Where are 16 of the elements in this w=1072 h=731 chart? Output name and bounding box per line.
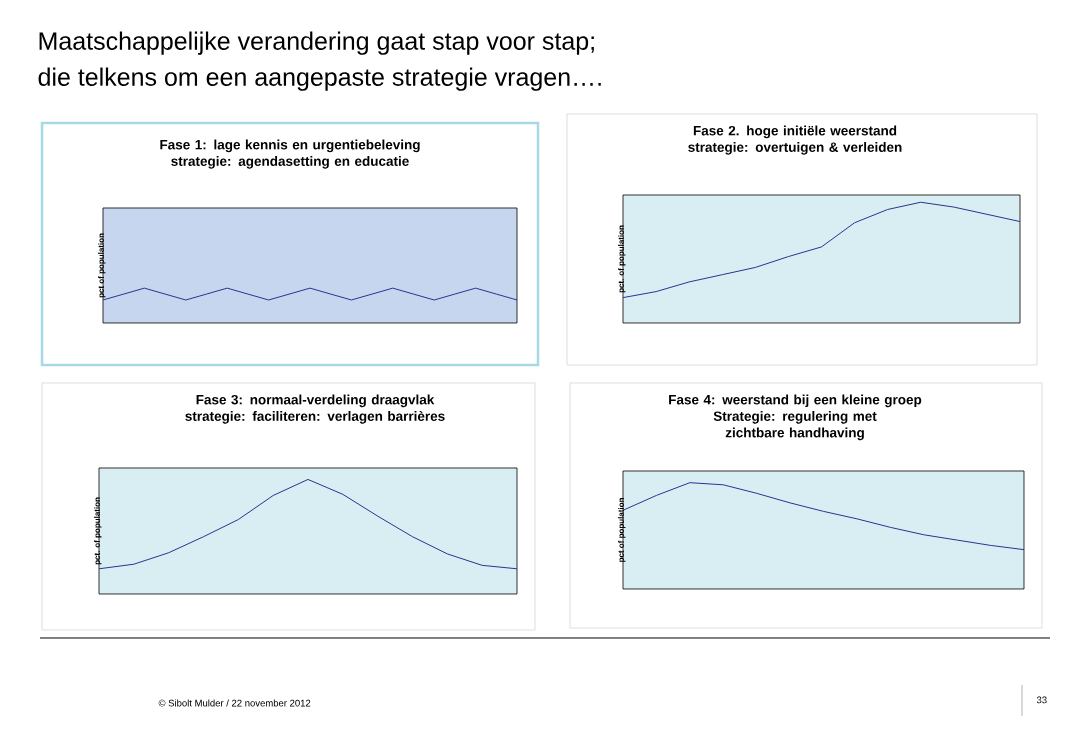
chart-title: Fase 4: weerstand bij een kleine groep (669, 394, 922, 408)
y-axis-title: pct. of population (94, 497, 102, 565)
y-axis-title: pct of population (98, 233, 106, 298)
chart-subtitle: strategie: overtuigen & verleiden (688, 142, 902, 155)
text: 33 (1036, 696, 1047, 704)
chart-subtitle: strategie: agendasetting en educatie (171, 156, 409, 169)
y-axis-title: pct. of population (618, 225, 626, 293)
chart-subtitle: Strategie: regulering met zichtbare handhaving (713, 411, 877, 441)
text: die telkens om een aangepaste strategie vragen…. (38, 67, 601, 91)
chart-title: Fase 3: normaal-verdeling draagvlak (196, 394, 435, 408)
chart-title: Fase 1: lage kennis en urgentiebeleving (160, 139, 420, 153)
text: Maatschappelijke verandering gaat stap voor stap; (39, 31, 594, 55)
chart-subtitle: strategie: faciliteren: verlagen barrières (185, 410, 445, 424)
y-axis-title: pct of population (618, 498, 626, 562)
text: © Sibolt Mulder / 22 november 2012 (158, 699, 311, 707)
chart-title: Fase 2. hoge initiële weerstand (693, 125, 897, 139)
